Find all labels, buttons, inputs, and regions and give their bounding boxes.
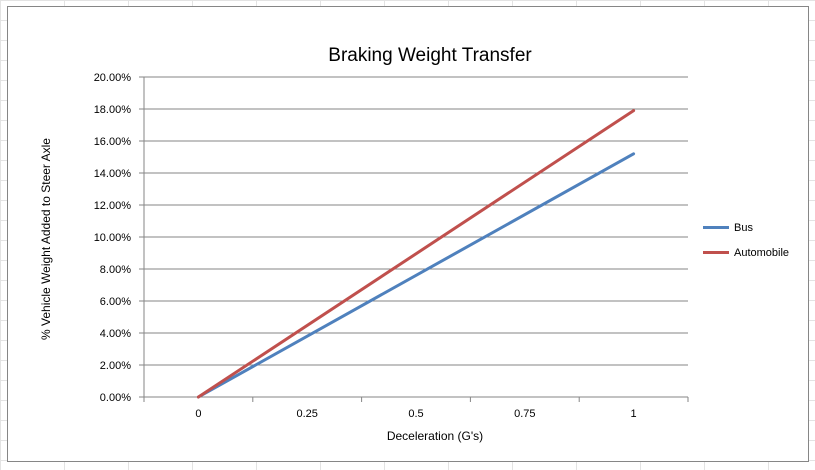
y-tick-label: 20.00% — [94, 72, 132, 84]
x-tick-label: 0 — [195, 408, 201, 420]
legend-item-bus: Bus — [703, 215, 789, 240]
y-tick-label: 4.00% — [100, 328, 131, 340]
y-tick-label: 2.00% — [100, 360, 131, 372]
y-tick-label: 14.00% — [94, 168, 132, 180]
chart-area[interactable] — [7, 6, 809, 462]
x-axis-title: Deceleration (G's) — [386, 429, 484, 443]
legend-swatch-bus — [703, 226, 729, 229]
x-tick-label: 0.5 — [408, 408, 423, 420]
legend-item-automobile: Automobile — [703, 240, 789, 265]
legend-label-automobile: Automobile — [734, 246, 790, 259]
chart-title: Braking Weight Transfer — [328, 45, 532, 66]
y-tick-label: 8.00% — [100, 264, 131, 276]
y-tick-label: 10.00% — [94, 232, 132, 244]
y-tick-label: 0.00% — [100, 392, 131, 404]
y-tick-label: 12.00% — [94, 200, 132, 212]
legend-swatch-automobile — [703, 251, 729, 254]
y-tick-label: 16.00% — [94, 136, 132, 148]
series-line-bus — [196, 152, 636, 399]
x-tick-label: 1 — [631, 408, 637, 420]
x-tick-label: 0.25 — [296, 408, 317, 420]
legend: Bus Automobile — [703, 215, 789, 265]
y-tick-label: 18.00% — [94, 104, 132, 116]
series-line-automobile — [196, 109, 636, 399]
x-tick-label: 0.75 — [514, 408, 535, 420]
y-tick-label: 6.00% — [100, 296, 131, 308]
legend-label-bus: Bus — [734, 221, 753, 234]
